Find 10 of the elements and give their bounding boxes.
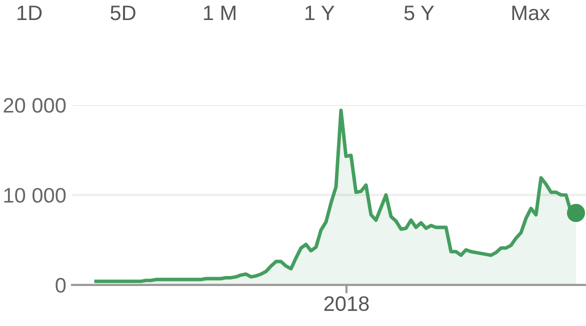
y-tick-label: 20 000 (4, 98, 66, 113)
text: 1 M (204, 6, 236, 20)
y-tick-label: 10 000 (4, 188, 66, 203)
text: 1D (18, 6, 42, 20)
text: 5D (110, 6, 136, 20)
text: Max (512, 6, 550, 20)
text: 5 Y (404, 6, 434, 20)
text: 2018 (324, 296, 369, 312)
y-tick-label: 0 (56, 278, 66, 293)
text: 1 Y (306, 6, 334, 20)
